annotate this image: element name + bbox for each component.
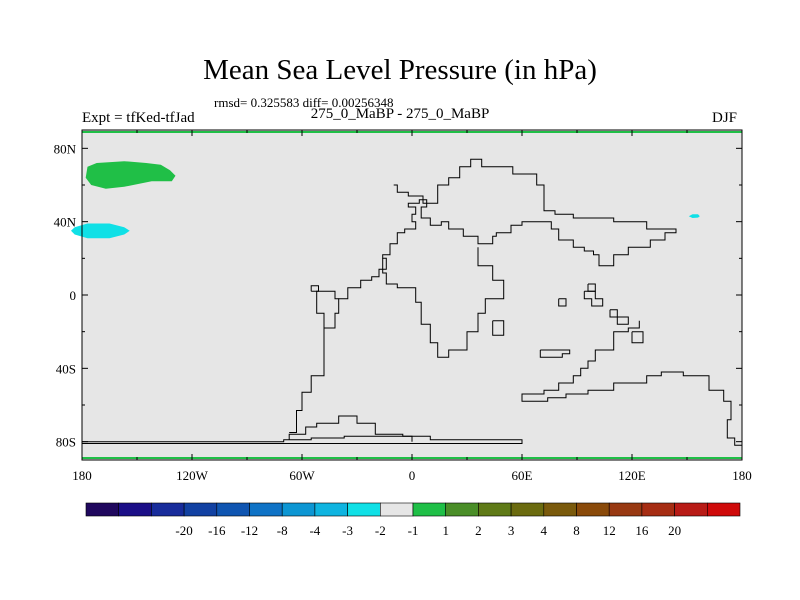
colorbar-swatch	[347, 502, 381, 517]
colorbar-label: 3	[508, 523, 515, 538]
colorbar-swatch	[641, 502, 675, 517]
colorbar-swatch	[543, 502, 577, 517]
chart-title: Mean Sea Level Pressure (in hPa)	[203, 54, 597, 86]
x-tick-label: 60W	[289, 468, 315, 483]
stats-text: rmsd= 0.325583 diff= 0.00256348	[214, 95, 394, 110]
y-tick-label: 0	[70, 288, 77, 303]
colorbar-swatch	[706, 502, 741, 517]
experiment-label: Expt = tfKed-tfJad	[82, 110, 195, 126]
colorbar-swatch	[85, 502, 120, 517]
colorbar-label: 8	[573, 523, 580, 538]
coastline	[382, 247, 505, 358]
colorbar-swatch	[281, 502, 316, 517]
colorbar-label: -20	[175, 523, 192, 538]
colorbar-label: -8	[277, 523, 288, 538]
colorbar-swatch	[576, 502, 610, 517]
colorbar-label: -2	[375, 523, 386, 538]
x-tick-label: 180	[72, 468, 92, 483]
colorbar-swatch	[249, 502, 283, 517]
colorbar-label: 1	[442, 523, 449, 538]
x-tick-label: 60E	[512, 468, 533, 483]
coastline	[583, 290, 604, 307]
colorbar-swatch	[314, 502, 348, 517]
x-tick-label: 120E	[618, 468, 646, 483]
y-tick-label: 80S	[56, 435, 76, 450]
colorbar-swatch	[608, 502, 643, 517]
colorbar-label: -12	[241, 523, 258, 538]
chart-subtitle: 275_0_MaBP - 275_0_MaBP	[310, 106, 490, 122]
x-tick-label: 120W	[176, 468, 209, 483]
x-tick-label: 180	[732, 468, 752, 483]
coastline	[289, 158, 677, 433]
coastline	[82, 435, 523, 444]
y-tick-label: 80N	[54, 141, 77, 156]
colorbar-label: -1	[408, 523, 419, 538]
coastline	[521, 320, 742, 446]
coastline	[587, 283, 596, 292]
coastline	[310, 285, 319, 292]
anomaly-patch	[71, 223, 130, 239]
colorbar-swatch	[510, 502, 545, 517]
colorbar-swatch	[445, 502, 479, 517]
coastline	[492, 320, 505, 336]
anomaly-patch	[85, 161, 176, 189]
coastline	[558, 298, 567, 307]
colorbar-label: 12	[603, 523, 616, 538]
colorbar-label: 16	[635, 523, 649, 538]
x-tick-label: 0	[409, 468, 416, 483]
colorbar-swatch	[674, 502, 708, 517]
colorbar-swatch	[478, 502, 512, 517]
colorbar-swatch	[379, 502, 414, 517]
colorbar-label: 4	[541, 523, 548, 538]
coastline	[316, 290, 339, 328]
colorbar-label: -3	[342, 523, 353, 538]
coastline	[539, 349, 571, 358]
colorbar-swatch	[118, 502, 152, 517]
coastline	[631, 331, 644, 344]
colorbar-swatch	[216, 502, 250, 517]
colorbar-swatch	[183, 502, 218, 517]
colorbar-label: -4	[309, 523, 320, 538]
y-tick-label: 40N	[54, 215, 77, 230]
coastline	[616, 316, 629, 325]
colorbar-swatch	[151, 502, 185, 517]
colorbar-label: -16	[208, 523, 226, 538]
season-label: DJF	[712, 110, 738, 126]
colorbar-label: 20	[668, 523, 681, 538]
y-tick-label: 40S	[56, 361, 76, 376]
map-background	[82, 130, 742, 460]
colorbar-swatch	[412, 502, 447, 517]
coastline	[288, 415, 413, 442]
colorbar-label: 2	[475, 523, 482, 538]
anomaly-patch	[688, 214, 700, 218]
